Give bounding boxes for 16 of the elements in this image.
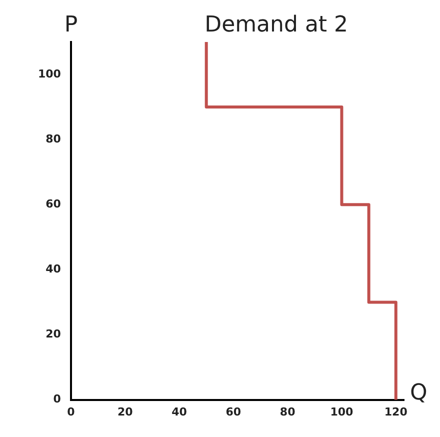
chart-title: Demand at 2 <box>204 12 348 38</box>
x-tick-label: 20 <box>117 405 134 418</box>
y-axis-title: P <box>64 12 78 38</box>
x-tick-label: 100 <box>330 405 354 418</box>
x-tick-label: 120 <box>384 405 408 418</box>
y-tick-label: 20 <box>46 328 62 341</box>
x-axis-title: Q <box>410 380 428 406</box>
y-tick-label: 100 <box>38 67 62 80</box>
y-tick-label: 60 <box>46 197 62 210</box>
y-tick-label: 0 <box>53 392 62 406</box>
y-tick-label: 80 <box>46 132 62 146</box>
y-tick-label: 40 <box>46 262 62 276</box>
x-tick-label: 0 <box>67 405 76 418</box>
x-tick-label: 60 <box>226 405 242 418</box>
x-tick-label: 40 <box>172 405 188 418</box>
x-tick-label: 80 <box>280 405 296 418</box>
